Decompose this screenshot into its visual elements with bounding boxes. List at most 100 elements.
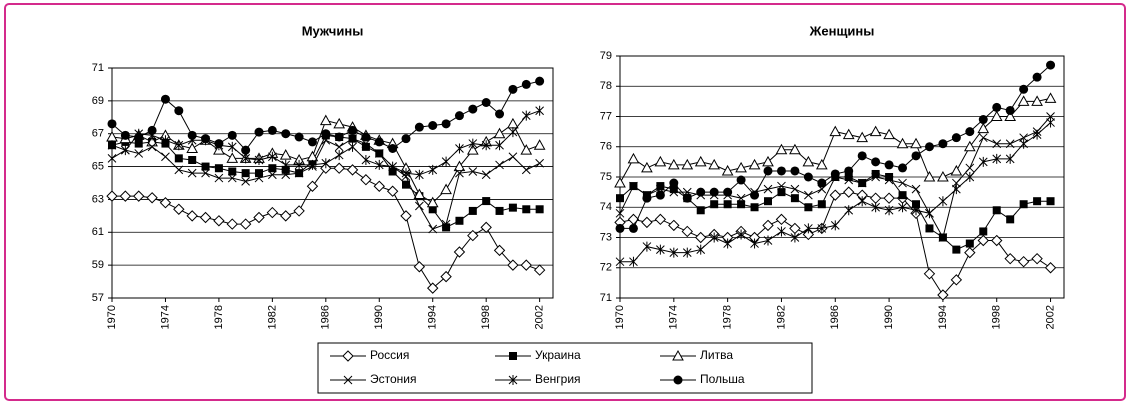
point [616, 194, 624, 203]
point [669, 178, 679, 188]
y-tick-label: 71 [600, 292, 612, 304]
point [884, 205, 894, 216]
point [428, 121, 438, 130]
point [883, 192, 895, 204]
point [762, 219, 774, 232]
point [480, 221, 492, 234]
point [1019, 133, 1028, 143]
point [388, 161, 397, 172]
point [911, 151, 921, 161]
point [294, 168, 304, 178]
point [1046, 197, 1055, 206]
point [642, 193, 652, 203]
legend-label: Польша [700, 372, 745, 386]
point [615, 256, 625, 267]
point [655, 190, 665, 200]
point [924, 142, 934, 152]
point [978, 115, 988, 125]
point [965, 127, 975, 137]
point [348, 134, 357, 143]
point [481, 98, 491, 107]
point [293, 205, 305, 217]
point [415, 201, 424, 211]
point [493, 244, 506, 257]
point [938, 196, 948, 207]
y-tick-label: 75 [600, 171, 612, 183]
point [495, 109, 505, 119]
x-tick-label: 1978 [213, 305, 225, 329]
point [533, 139, 546, 150]
point [1004, 110, 1017, 121]
point [709, 232, 719, 243]
point [468, 138, 478, 149]
point [1046, 60, 1056, 70]
point [804, 223, 813, 234]
x-tick-label: 1974 [159, 305, 171, 329]
point [952, 178, 961, 188]
point [627, 152, 640, 164]
point [764, 197, 772, 206]
point [829, 189, 841, 201]
point [789, 222, 801, 235]
point [415, 169, 424, 180]
y-tick-label: 79 [600, 50, 612, 62]
point [803, 172, 813, 182]
point [777, 188, 786, 197]
x-tick-label: 1982 [775, 305, 787, 329]
y-tick-label: 57 [92, 292, 104, 304]
point [187, 168, 197, 178]
point [266, 206, 279, 219]
point [253, 211, 265, 224]
point [453, 160, 466, 172]
point [694, 155, 707, 167]
point [535, 158, 544, 168]
point [400, 210, 412, 222]
point [213, 215, 225, 227]
point [750, 238, 759, 249]
point [937, 170, 949, 182]
point [533, 264, 546, 276]
point [227, 173, 237, 183]
y-tick-label: 76 [600, 141, 612, 153]
point [992, 153, 1002, 164]
point [520, 259, 532, 271]
point [965, 163, 975, 173]
point [992, 102, 1002, 112]
point [615, 223, 625, 233]
point [978, 133, 988, 143]
point [241, 177, 250, 186]
point [736, 193, 746, 203]
point [898, 191, 907, 200]
point [763, 166, 773, 176]
point [508, 375, 518, 385]
point [468, 104, 478, 114]
point [951, 133, 961, 143]
point [428, 224, 438, 234]
point [777, 181, 786, 191]
x-tick-label: 1978 [722, 305, 734, 329]
point [1033, 197, 1042, 206]
point [950, 164, 963, 176]
point [830, 220, 840, 231]
point [361, 142, 370, 151]
point [119, 190, 132, 202]
chart-title: Женщины [809, 23, 875, 38]
point [361, 139, 371, 148]
point [1006, 215, 1015, 224]
point [333, 117, 346, 129]
point [281, 170, 291, 180]
point [857, 151, 867, 161]
point [815, 158, 828, 170]
point [871, 169, 880, 178]
y-tick-label: 73 [600, 231, 612, 243]
y-tick-label: 77 [600, 110, 612, 122]
point [723, 238, 732, 249]
point [374, 137, 384, 147]
x-tick-label: 1970 [614, 305, 626, 329]
point [681, 158, 694, 170]
point [133, 190, 145, 202]
point [817, 223, 827, 234]
point [360, 174, 372, 186]
point [871, 172, 880, 182]
x-tick-label: 1974 [668, 305, 680, 329]
